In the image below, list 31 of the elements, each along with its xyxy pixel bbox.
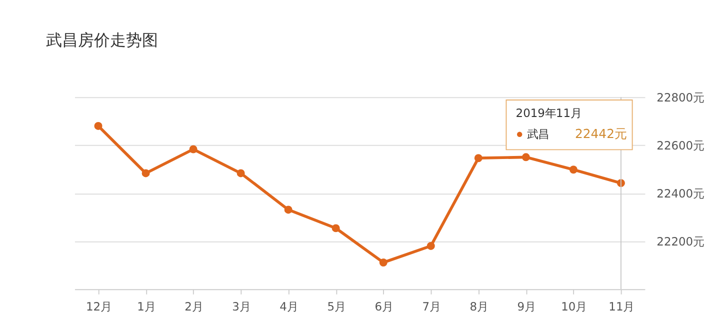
point bbox=[189, 145, 198, 154]
point bbox=[569, 166, 578, 174]
x-tick-label: 12月 bbox=[86, 300, 112, 314]
x-tick-label: 6月 bbox=[374, 300, 393, 314]
point bbox=[94, 122, 102, 130]
legend-label: 武昌 bbox=[527, 127, 550, 142]
x-tick-label: 10月 bbox=[561, 300, 587, 314]
chart-title: 武昌房价走势图 bbox=[46, 30, 158, 50]
point bbox=[236, 169, 245, 178]
y-tick-label: 22800元 bbox=[656, 90, 704, 104]
annotation: 2019年11月 bbox=[516, 106, 582, 120]
y-tick-label: 22200元 bbox=[656, 234, 704, 248]
point bbox=[142, 169, 150, 178]
x-tick-label: 4月 bbox=[280, 300, 298, 314]
point bbox=[284, 206, 292, 214]
point bbox=[474, 154, 482, 162]
x-tick-label: 11月 bbox=[608, 300, 634, 314]
x-tick-label: 1月 bbox=[137, 300, 156, 314]
x-tick-label: 2月 bbox=[184, 300, 203, 314]
data-label: 22442元 bbox=[574, 126, 626, 142]
y-tick-label: 22400元 bbox=[656, 186, 704, 200]
point bbox=[379, 258, 388, 266]
point bbox=[332, 224, 340, 232]
x-tick-label: 5月 bbox=[327, 300, 346, 314]
point bbox=[522, 153, 530, 162]
x-tick-label: 3月 bbox=[232, 300, 250, 314]
x-tick-label: 8月 bbox=[470, 300, 488, 314]
y-tick-label: 22600元 bbox=[656, 138, 704, 152]
x-tick-label: 9月 bbox=[517, 300, 536, 314]
point bbox=[426, 242, 435, 250]
x-tick-label: 7月 bbox=[422, 300, 441, 314]
